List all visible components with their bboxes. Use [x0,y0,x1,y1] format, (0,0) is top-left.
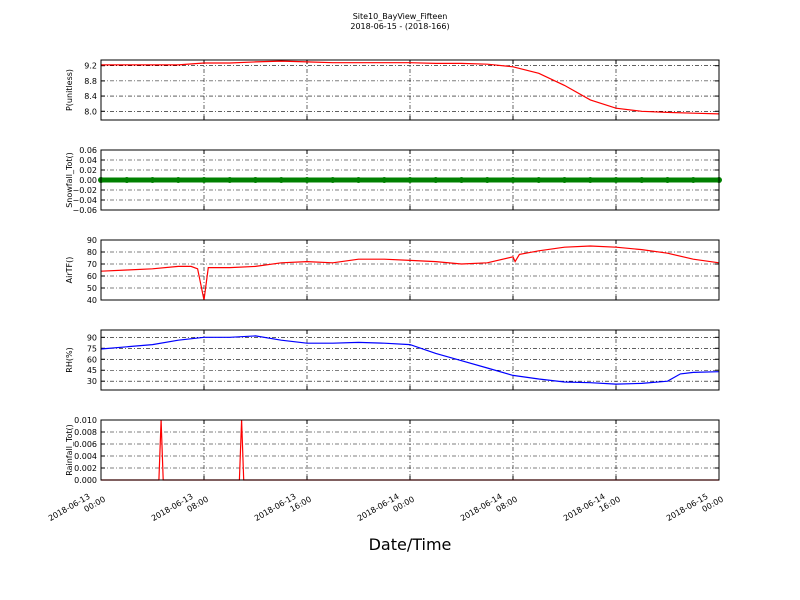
y-tick-label: 0.006 [74,440,97,449]
y-tick-label: 60 [87,272,97,281]
data-band [101,177,719,183]
plot-frame [100,149,720,211]
chart-subtitle: 2018-06-15 - (2018-166) [350,22,449,31]
y-tick-label: 80 [87,248,97,257]
y-axis-label: Snowfall_Tot() [65,152,74,208]
y-tick-label: 30 [87,377,97,386]
y-tick-label: 0.02 [79,166,97,175]
data-line [100,245,720,301]
y-tick-label: 75 [87,344,97,353]
y-tick-label: 50 [87,284,97,293]
x-axis-label: Date/Time [369,535,452,554]
data-line [101,60,720,115]
y-tick-label: 0.002 [74,464,97,473]
data-line [100,335,720,385]
y-tick-label: 0.010 [74,416,97,425]
y-axis-label: P(unitless) [65,69,74,111]
y-tick-label: 0.000 [74,476,97,485]
y-tick-label: 0.00 [79,176,97,185]
y-tick-label: 90 [87,333,97,342]
y-tick-label: 8.4 [84,92,97,101]
y-tick-label: 40 [87,296,97,305]
chart-title: Site10_BayView_Fifteen [353,12,448,21]
y-tick-label: 60 [87,355,97,364]
y-tick-label: 8.8 [84,77,97,86]
plot-frame [100,59,720,121]
y-tick-label: −0.04 [72,196,97,205]
y-axis-label: RH(%) [65,347,74,372]
y-tick-label: 0.004 [74,452,97,461]
y-tick-label: 90 [87,236,97,245]
y-tick-label: −0.06 [72,206,97,215]
y-tick-label: 0.008 [74,428,97,437]
y-tick-label: 9.2 [84,62,97,71]
y-tick-label: 45 [87,366,97,375]
y-tick-label: 0.04 [79,156,97,165]
y-axis-label: AirTF() [65,257,74,284]
plot-frame [100,329,720,391]
y-tick-label: −0.02 [72,186,97,195]
plot-frame [100,419,720,481]
y-axis-label: Rainfall_Tot() [65,424,74,476]
y-tick-label: 70 [87,260,97,269]
y-tick-label: 8.0 [84,107,97,116]
plot-frame [100,239,720,301]
y-tick-label: 0.06 [79,146,97,155]
